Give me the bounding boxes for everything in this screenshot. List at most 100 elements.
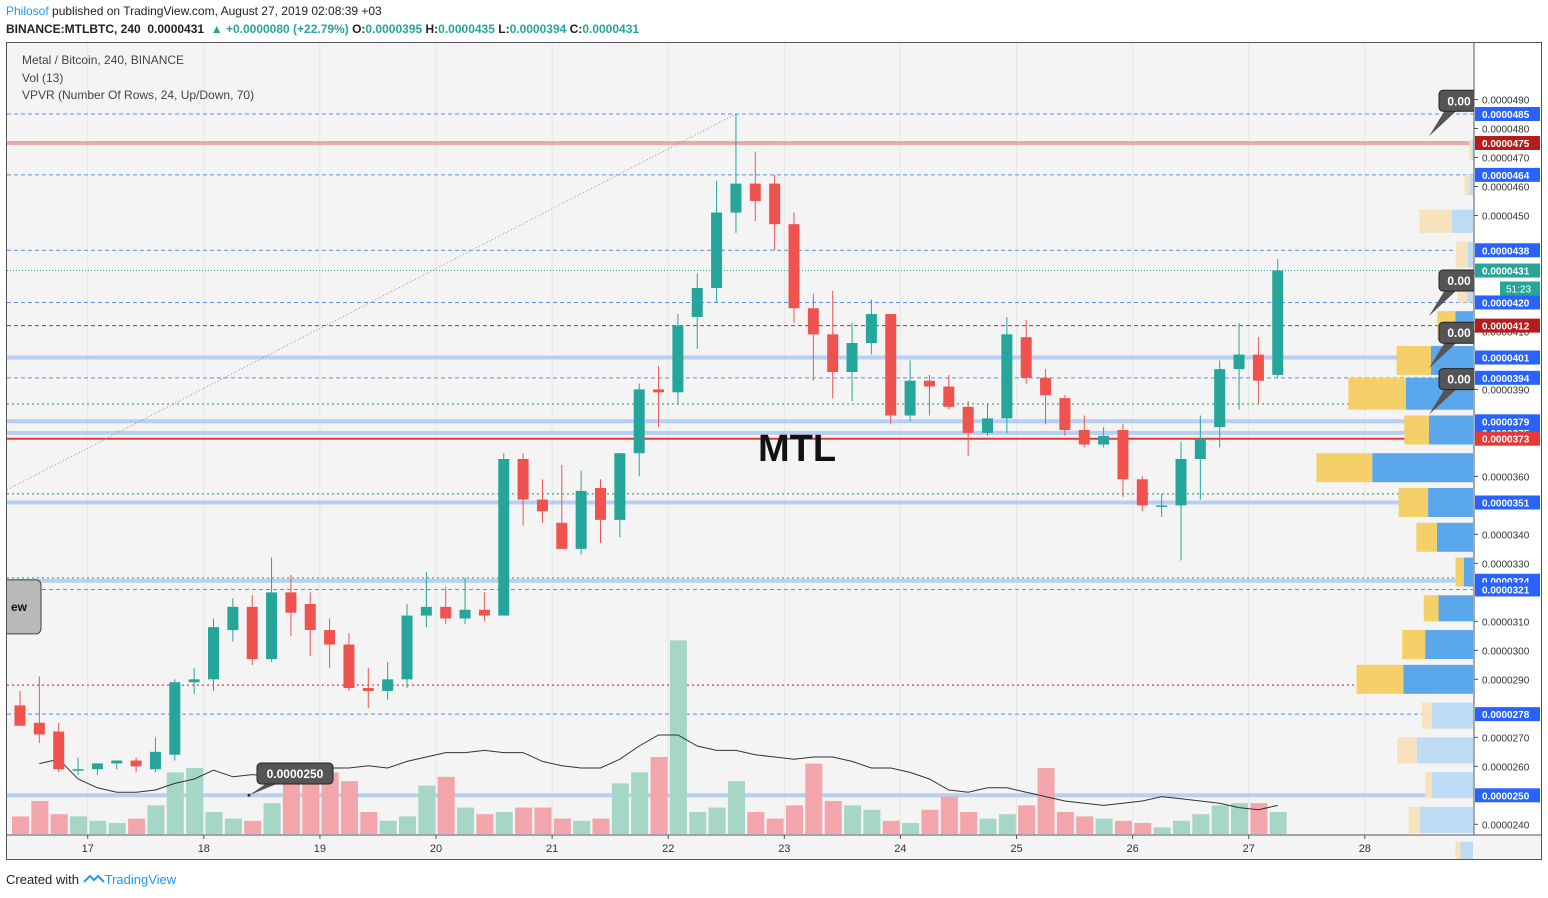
volume-bar xyxy=(1134,823,1152,834)
symbol-line: BINANCE:MTLBTC, 240 0.0000431 ▲ +0.00000… xyxy=(6,22,640,36)
price-tag xyxy=(1475,135,1540,150)
volume-bar xyxy=(611,783,629,834)
legend-vpvr[interactable]: VPVR (Number Of Rows, 24, Up/Down, 70) xyxy=(22,88,255,102)
volume-bar xyxy=(379,820,397,834)
callout-pointer xyxy=(1429,342,1457,369)
author-link[interactable]: Philosof xyxy=(6,4,49,18)
volume-bar xyxy=(476,814,494,834)
price-tick-label: 0.0000410 xyxy=(1482,327,1530,338)
volume-bar xyxy=(1231,803,1249,834)
price-tag xyxy=(1475,106,1540,121)
volume-bar xyxy=(766,818,784,834)
price-tag xyxy=(1475,431,1540,446)
vpvr-down-bar xyxy=(1455,557,1464,587)
candle-body xyxy=(730,183,742,213)
time-tick-label: 19 xyxy=(314,843,326,855)
callout-label: 0.00 xyxy=(1447,274,1471,288)
price-tick-label: 0.0000340 xyxy=(1482,530,1530,541)
candle-body xyxy=(846,343,858,373)
price-tick-label: 0.0000290 xyxy=(1482,675,1530,686)
low-value: 0.0000394 xyxy=(509,22,567,36)
publish-date: published on TradingView.com, August 27,… xyxy=(48,4,382,18)
open-value: 0.0000395 xyxy=(365,22,423,36)
legend-title[interactable]: Metal / Bitcoin, 240, BINANCE xyxy=(22,53,185,67)
chart-frame[interactable]: MTL 0.0000250 0.00 0.00 0.00 0.00 ew 0.000049… xyxy=(6,42,1542,860)
candle-body xyxy=(827,334,839,373)
price-tick-label: 0.0000470 xyxy=(1482,153,1530,164)
candle-body xyxy=(769,183,781,225)
price-tag-label: 0.0000278 xyxy=(1482,710,1530,721)
price-tag-label: 0.0000379 xyxy=(1482,417,1530,428)
candle-body xyxy=(536,499,548,512)
vpvr-down-bar xyxy=(1402,630,1426,660)
volume-bar xyxy=(89,820,107,834)
volume-bar xyxy=(321,772,339,834)
candle-body xyxy=(227,606,239,631)
legend-vol[interactable]: Vol (13) xyxy=(22,71,64,85)
price-tag-label: 0.0000351 xyxy=(1482,498,1530,509)
candle-body xyxy=(749,183,761,201)
volume-bar xyxy=(50,814,68,834)
candle-body xyxy=(1117,430,1129,480)
vpvr-up-bar xyxy=(1403,664,1473,694)
price-tag-label: 0.0000485 xyxy=(1482,110,1530,121)
price-tag-label: 0.0000250 xyxy=(1482,791,1530,802)
candle-body xyxy=(343,644,355,689)
vpvr-down-bar xyxy=(1425,772,1432,799)
volume-bar xyxy=(495,812,513,834)
volume-bar xyxy=(128,818,146,834)
vpvr-down-bar xyxy=(1398,487,1429,517)
vpvr-down-bar xyxy=(1455,241,1468,268)
price-tag-label: 0.0000475 xyxy=(1482,139,1530,150)
volume-bar xyxy=(960,812,978,834)
vpvr-down-bar xyxy=(1348,377,1406,410)
vpvr-up-bar xyxy=(1416,737,1473,764)
vpvr-up-bar xyxy=(1471,140,1473,161)
price-tick-label: 0.0000310 xyxy=(1482,617,1530,628)
close-value: 0.0000431 xyxy=(582,22,640,36)
callout-box xyxy=(7,579,42,635)
volume-bar xyxy=(263,803,281,834)
volume-bar xyxy=(515,807,533,834)
candle-body xyxy=(1175,459,1187,506)
vpvr-up-bar xyxy=(1431,702,1473,729)
price-chart[interactable]: MTL 0.0000250 0.00 0.00 0.00 0.00 ew 0.000049… xyxy=(7,43,1541,859)
volume-bar xyxy=(553,818,571,834)
volume-bar xyxy=(1153,827,1171,834)
volume-bar xyxy=(31,801,49,834)
time-tick-label: 21 xyxy=(546,843,558,855)
price-tag xyxy=(1475,414,1540,429)
candle-body xyxy=(1136,479,1148,506)
volume-ma-line xyxy=(39,734,1278,811)
volume-bar xyxy=(1173,820,1190,834)
volume-bar xyxy=(921,809,939,834)
volume-bar xyxy=(70,816,88,834)
symbol-name: BINANCE:MTLBTC, 240 xyxy=(6,22,141,36)
candle-body xyxy=(711,212,723,288)
vpvr-up-bar xyxy=(1428,487,1473,517)
time-axis: 17 18 19 20 21 22 23 24 25 26 27 28 xyxy=(7,834,1541,855)
volume-bar xyxy=(244,820,262,834)
callout-pointer xyxy=(1429,290,1457,317)
candle-body xyxy=(1020,337,1032,378)
price-tick-label: 0.0000260 xyxy=(1482,762,1530,773)
time-tick-label: 20 xyxy=(430,843,442,855)
price-tag xyxy=(1475,788,1540,803)
time-tick-label: 24 xyxy=(894,843,906,855)
last-price: 0.0000431 xyxy=(147,22,205,36)
price-tag xyxy=(1475,582,1540,597)
price-tag-label: 0.0000438 xyxy=(1482,246,1530,257)
candle-body xyxy=(1194,438,1206,459)
price-tag-label: 0.0000324 xyxy=(1482,577,1530,588)
volume-bar xyxy=(1056,812,1074,834)
candle-body xyxy=(575,490,587,549)
volume-bar xyxy=(786,805,803,834)
candle-body xyxy=(130,760,142,767)
candle-body xyxy=(285,592,297,613)
candle-body xyxy=(633,389,645,454)
callout-pointer xyxy=(1429,388,1457,415)
candle-body xyxy=(324,630,336,645)
volume-bar xyxy=(573,820,591,834)
tradingview-link[interactable]: TradingView xyxy=(104,872,177,887)
volume-bar xyxy=(1018,805,1036,834)
